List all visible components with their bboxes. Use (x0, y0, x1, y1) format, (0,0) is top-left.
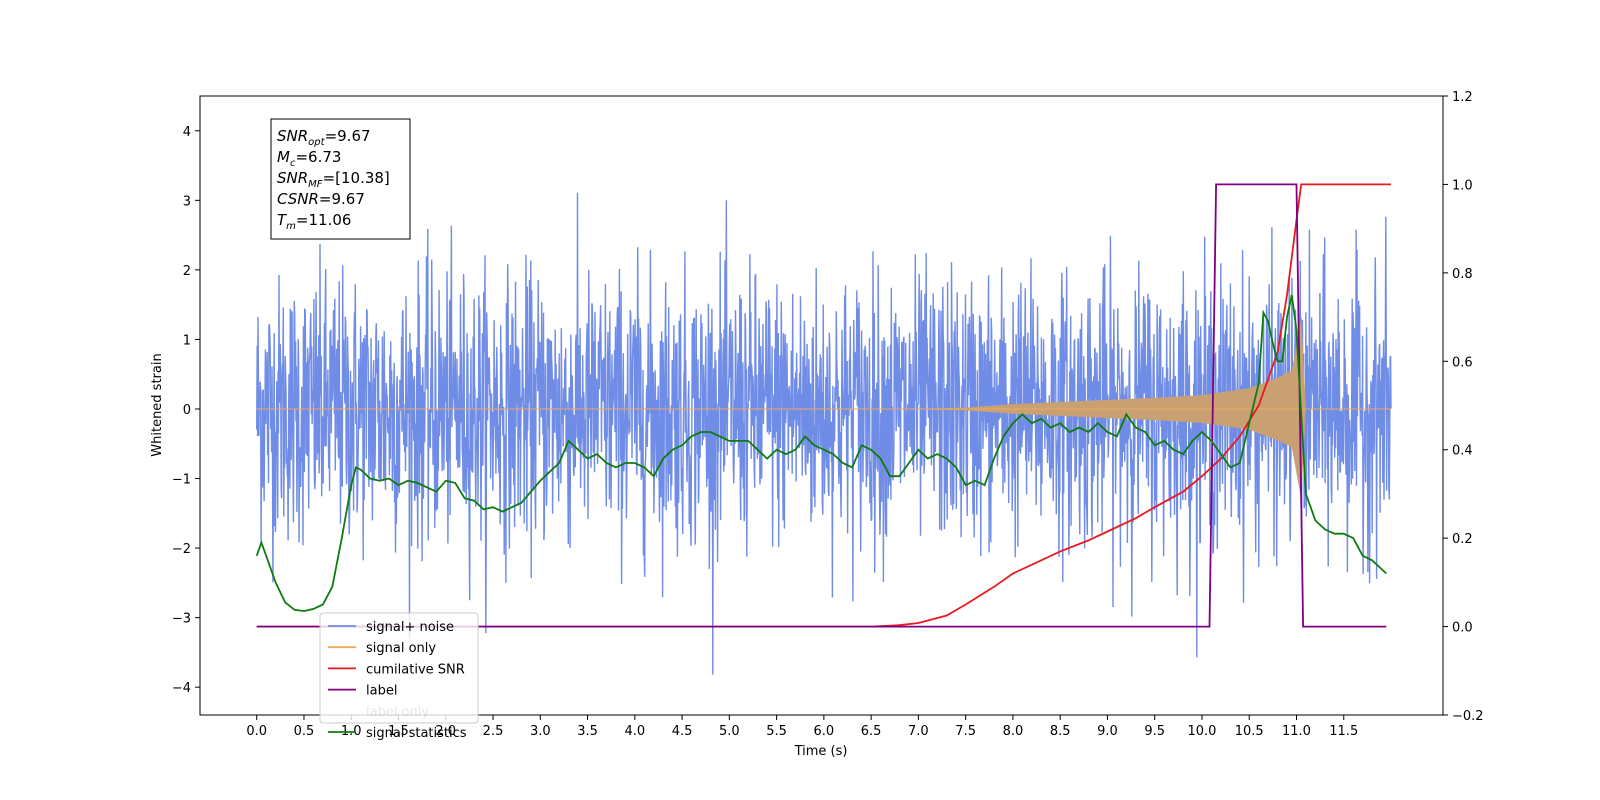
y-right-tick-label: 0.6 (1452, 355, 1473, 370)
info-box-line: Mc=6.73 (277, 148, 341, 169)
legend-label: signal only (366, 641, 436, 656)
y-right-tick-label: 0.8 (1452, 267, 1473, 282)
x-tick-label: 2.0 (435, 724, 456, 739)
legend: signal+ noise signal only cumilative SNR la… (319, 612, 479, 741)
series-label-line (256, 183, 1387, 628)
y-right-tick-label: 1.2 (1452, 90, 1473, 105)
x-tick-label: 6.0 (814, 724, 835, 739)
x-tick-label: 6.5 (861, 724, 882, 739)
y-left-tick-label: −4 (172, 681, 191, 696)
legend-label: label (366, 684, 397, 699)
y-right-tick-label: 0.4 (1452, 444, 1473, 459)
y-right-tick-label: 0.0 (1452, 621, 1473, 636)
y-right-tick-label: 1.0 (1452, 178, 1473, 193)
y-left-tick-label: 3 (183, 194, 191, 209)
x-tick-label: 1.5 (388, 724, 409, 739)
y-left-tick-label: 2 (183, 264, 191, 279)
x-tick-label: 11.0 (1282, 724, 1311, 739)
series-cumulative-snr-line (256, 183, 1391, 628)
x-tick-label: 3.0 (530, 724, 551, 739)
x-tick-label: 2.5 (483, 724, 504, 739)
y-right-tick-label: −0.2 (1452, 709, 1484, 724)
x-tick-label: 5.5 (766, 724, 787, 739)
x-tick-label: 0.5 (294, 724, 315, 739)
x-tick-label: 8.5 (1050, 724, 1071, 739)
legend-label: label only (366, 705, 429, 720)
x-tick-label: 4.5 (672, 724, 693, 739)
series-signal-statistics-line (255, 294, 1387, 613)
legend-label: signal statistics (366, 726, 467, 741)
info-box-line: CSNR=9.67 (277, 190, 365, 208)
info-box-line: SNRMF=[10.38] (277, 169, 390, 190)
y-axis-right: 1.2 1.0 0.8 0.6 0.4 0.2 0.0 −0.2 (1443, 90, 1484, 724)
x-tick-label: 9.5 (1144, 724, 1165, 739)
y-left-tick-label: 4 (183, 125, 191, 140)
y-right-tick-label: 0.2 (1452, 532, 1473, 547)
plot-frame (199, 95, 1444, 716)
legend-label: cumilative SNR (366, 662, 465, 677)
x-tick-label: 5.0 (719, 724, 740, 739)
plot-area (255, 183, 1392, 675)
x-tick-label: 11.5 (1329, 724, 1358, 739)
x-tick-label: 7.0 (908, 724, 929, 739)
x-axis-label: Time (s) (794, 744, 848, 759)
x-tick-label: 9.0 (1097, 724, 1118, 739)
x-tick-label: 10.0 (1187, 724, 1216, 739)
x-tick-label: 0.0 (246, 724, 267, 739)
legend-label: signal+ noise (366, 620, 454, 635)
y-left-tick-label: −3 (172, 612, 191, 627)
info-box-line: SNRopt=9.67 (277, 127, 371, 148)
info-box-frame (270, 118, 411, 240)
info-box: SNRopt=9.67Mc=6.73SNRMF=[10.38]CSNR=9.67… (270, 118, 411, 240)
x-tick-label: 7.5 (955, 724, 976, 739)
x-tick-label: 4.0 (624, 724, 645, 739)
info-box-line: Tm=11.06 (277, 211, 351, 232)
x-axis: 0.0 0.5 1.0 1.5 2.0 2.5 3.0 3.5 4.0 4.5 5.0 5.5 6.0 6… (246, 715, 1358, 739)
y-left-tick-label: 1 (183, 333, 191, 348)
y-axis-label: Whitened strain (150, 353, 165, 456)
x-tick-label: 3.5 (577, 724, 598, 739)
x-tick-label: 10.5 (1235, 724, 1264, 739)
y-left-tick-label: −2 (172, 542, 191, 557)
legend-frame (319, 612, 479, 724)
x-tick-label: 8.0 (1003, 724, 1024, 739)
y-left-tick-label: −1 (172, 473, 191, 488)
y-axis-left: 4 3 2 1 0 −1 −2 −3 −4 (172, 125, 200, 696)
y-left-tick-label: 0 (183, 403, 191, 418)
